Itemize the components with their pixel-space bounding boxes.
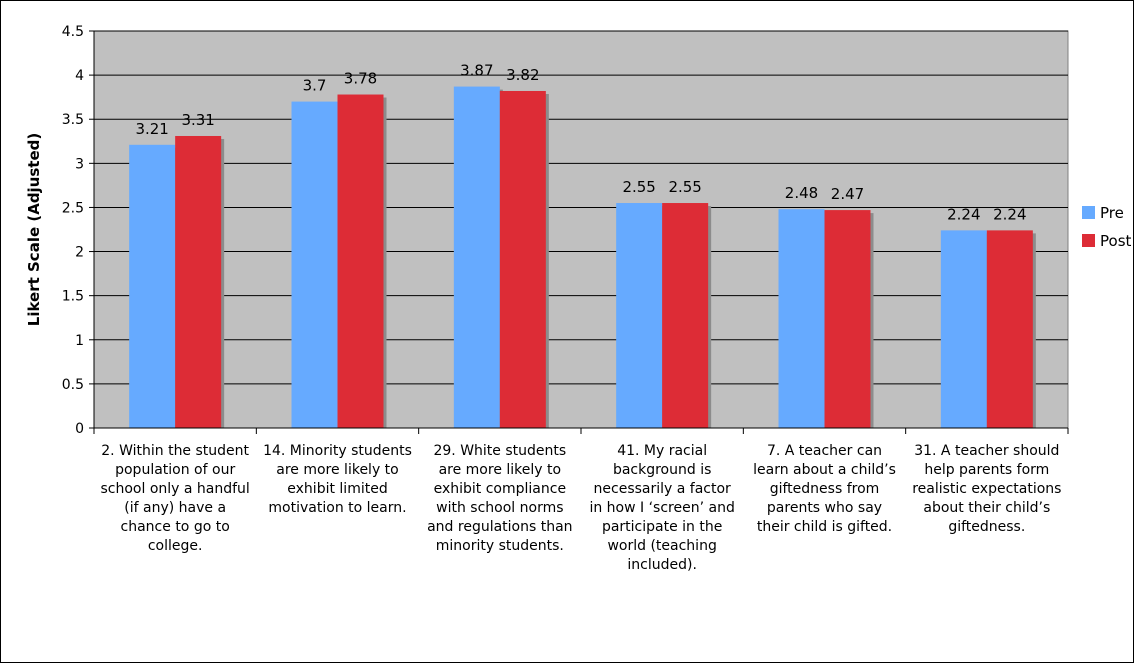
data-label: 3.78	[344, 70, 377, 88]
y-tick-label: 4	[75, 68, 84, 84]
data-label: 2.55	[622, 178, 655, 196]
y-tick-label: 1	[75, 333, 84, 349]
bar-post	[986, 230, 1033, 428]
bar-pre	[291, 101, 338, 429]
bar-pre	[778, 209, 825, 428]
legend-label-post: Post	[1100, 232, 1132, 250]
data-label: 2.48	[785, 184, 818, 202]
data-label: 3.31	[181, 111, 214, 129]
axes: 0 0.5 1 1.5 2 2.5 3 3.5 4 4.5	[62, 24, 1069, 437]
data-label: 3.7	[303, 77, 327, 95]
bar-post	[662, 203, 709, 428]
x-tick-label: 41. My racial background is necessarily …	[589, 443, 735, 573]
bar-pre	[616, 203, 663, 428]
y-tick-label: 2	[75, 245, 84, 261]
gridlines	[94, 30, 1068, 385]
data-labels: 3.21 3.31 3.7 3.78 3.87 3.82 2.55 2.55 2.48 2.47 2…	[135, 62, 1026, 224]
legend-swatch-post	[1082, 234, 1095, 247]
y-axis-title: Likert Scale (Adjusted)	[25, 133, 43, 326]
x-tick-label: 14. Minority students are more likely to…	[263, 443, 412, 516]
bar-pre	[453, 86, 500, 428]
legend-label-pre: Pre	[1100, 204, 1124, 222]
y-tick-label: 2.5	[62, 200, 84, 216]
bar-pre	[940, 230, 987, 428]
bars	[129, 86, 1036, 429]
plot-area	[93, 30, 1069, 429]
data-label: 3.87	[460, 62, 493, 80]
bar-pre	[129, 144, 176, 428]
y-tick-label: 0	[75, 421, 84, 437]
bar-post	[499, 90, 546, 428]
y-tick-label: 0.5	[62, 377, 84, 393]
bar-post	[824, 210, 871, 428]
bar-post	[337, 94, 384, 429]
y-tick-label: 3.5	[62, 112, 84, 128]
x-tick-label: 7. A teacher can learn about a child’s g…	[753, 443, 896, 535]
data-label: 2.24	[947, 205, 980, 223]
data-label: 2.24	[993, 205, 1026, 223]
x-tick-label: 31. A teacher should help parents form r…	[912, 443, 1062, 535]
x-tick-label: 2. Within the student population of our …	[100, 443, 250, 554]
y-tick-label: 3	[75, 156, 84, 172]
x-tick-label: 29. White students are more likely to ex…	[427, 443, 573, 554]
data-label: 3.21	[135, 120, 168, 138]
legend: Pre Post	[1082, 204, 1132, 250]
data-label: 2.47	[831, 185, 864, 203]
y-tick-label: 4.5	[62, 24, 84, 40]
legend-swatch-pre	[1082, 206, 1095, 219]
data-label: 3.82	[506, 66, 539, 84]
y-tick-label: 1.5	[62, 289, 84, 305]
data-label: 2.55	[668, 178, 701, 196]
bar-post	[175, 135, 222, 429]
